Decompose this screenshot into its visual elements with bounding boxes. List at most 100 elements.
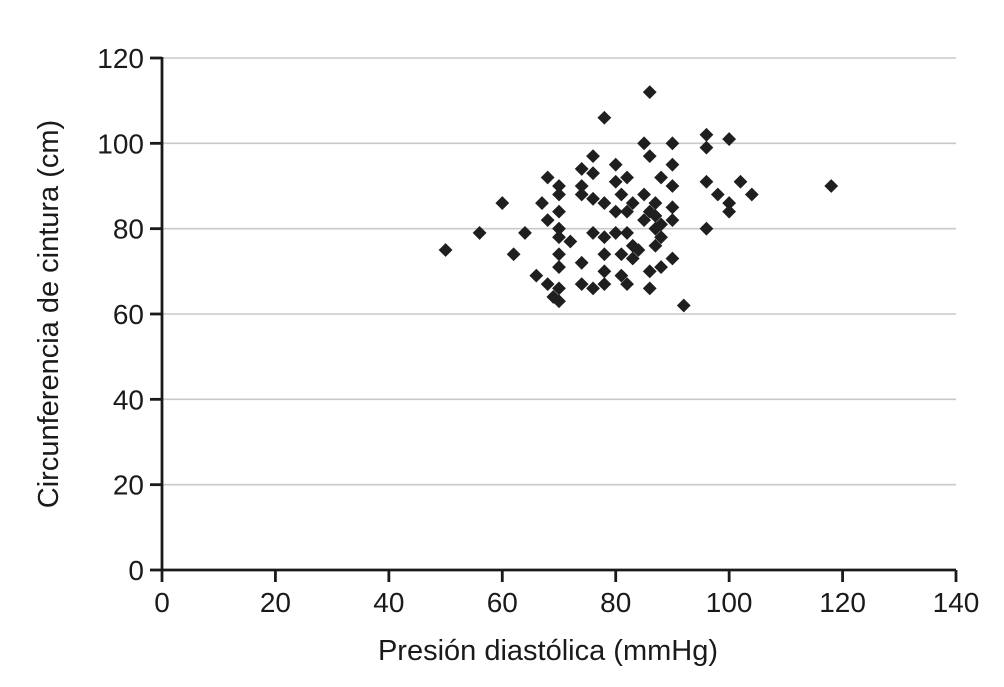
data-point bbox=[518, 226, 532, 240]
data-point bbox=[552, 260, 566, 274]
x-tick-label-0: 0 bbox=[154, 587, 170, 618]
data-point bbox=[574, 162, 589, 176]
data-point bbox=[620, 226, 634, 240]
data-point bbox=[744, 187, 759, 202]
data-points-group bbox=[438, 85, 839, 313]
data-point bbox=[722, 204, 737, 219]
data-point bbox=[637, 187, 651, 202]
data-point bbox=[540, 277, 555, 292]
data-point bbox=[552, 230, 566, 245]
data-point bbox=[648, 196, 663, 210]
data-point bbox=[597, 230, 612, 245]
data-point bbox=[552, 294, 566, 309]
data-point bbox=[676, 298, 691, 313]
y-tick-label-60: 60 bbox=[113, 299, 144, 330]
data-point bbox=[574, 179, 589, 193]
data-point bbox=[529, 268, 544, 283]
data-point bbox=[625, 251, 640, 266]
x-axis-title: Presión diastólica (mmHg) bbox=[378, 635, 718, 667]
data-point bbox=[625, 196, 640, 210]
data-point bbox=[620, 204, 634, 219]
data-point bbox=[620, 170, 634, 185]
data-point bbox=[563, 234, 578, 249]
data-point bbox=[608, 226, 623, 240]
data-point bbox=[586, 226, 600, 240]
data-point bbox=[665, 179, 680, 193]
data-point bbox=[586, 191, 600, 206]
data-point bbox=[597, 277, 612, 292]
data-point bbox=[586, 166, 600, 181]
data-point bbox=[637, 136, 651, 151]
data-point bbox=[608, 157, 623, 172]
data-point bbox=[608, 174, 623, 189]
data-point bbox=[495, 196, 510, 210]
ticks-group bbox=[150, 56, 958, 582]
data-point bbox=[614, 268, 629, 283]
data-point bbox=[574, 187, 589, 202]
data-point bbox=[648, 221, 663, 236]
x-tick-label-140: 140 bbox=[933, 587, 980, 618]
data-point bbox=[597, 247, 612, 262]
data-point bbox=[722, 132, 737, 146]
data-point bbox=[586, 149, 600, 164]
data-point bbox=[535, 196, 549, 210]
data-point bbox=[540, 170, 555, 185]
data-point bbox=[642, 281, 657, 296]
data-point bbox=[665, 213, 680, 228]
data-point bbox=[642, 264, 657, 279]
x-tick-label-20: 20 bbox=[260, 587, 291, 618]
y-tick-label-80: 80 bbox=[113, 214, 144, 245]
data-point bbox=[614, 247, 629, 262]
data-point bbox=[648, 238, 663, 253]
data-point bbox=[733, 174, 748, 189]
data-point bbox=[506, 247, 521, 262]
data-point bbox=[552, 204, 566, 219]
y-tick-label-20: 20 bbox=[113, 470, 144, 501]
x-tick-label-80: 80 bbox=[600, 587, 631, 618]
data-point bbox=[665, 251, 680, 266]
data-point bbox=[648, 208, 663, 223]
data-point bbox=[472, 226, 487, 240]
data-point bbox=[597, 110, 612, 125]
data-point bbox=[665, 136, 680, 151]
tick-labels-group: 0 20 40 60 80 100 120 140 0 20 40 60 80 100 120 bbox=[97, 43, 979, 618]
data-point bbox=[540, 213, 555, 228]
data-point bbox=[654, 170, 668, 185]
x-tick-label-120: 120 bbox=[819, 587, 866, 618]
data-point bbox=[699, 127, 714, 142]
data-point bbox=[699, 174, 714, 189]
x-tick-label-100: 100 bbox=[706, 587, 753, 618]
y-tick-label-120: 120 bbox=[97, 43, 144, 74]
data-point bbox=[642, 85, 657, 100]
data-point bbox=[552, 247, 566, 262]
data-point bbox=[552, 281, 566, 296]
data-point bbox=[552, 179, 566, 193]
gridlines-group bbox=[162, 57, 956, 486]
data-point bbox=[614, 187, 629, 202]
data-point bbox=[699, 221, 714, 236]
data-point bbox=[574, 277, 589, 292]
data-point bbox=[552, 187, 566, 202]
data-point bbox=[608, 204, 623, 219]
data-point bbox=[597, 196, 612, 210]
x-tick-label-60: 60 bbox=[487, 587, 518, 618]
data-point bbox=[642, 149, 657, 164]
data-point bbox=[552, 221, 566, 236]
data-point bbox=[665, 157, 680, 172]
data-point bbox=[620, 277, 634, 292]
data-point bbox=[654, 230, 668, 245]
data-point bbox=[699, 140, 714, 155]
y-axis-title: Circunferencia de cintura (cm) bbox=[33, 120, 65, 508]
data-point bbox=[586, 281, 600, 296]
y-tick-label-100: 100 bbox=[97, 128, 144, 159]
x-tick-label-40: 40 bbox=[373, 587, 404, 618]
data-point bbox=[824, 179, 839, 193]
data-point bbox=[665, 200, 680, 215]
data-point bbox=[722, 196, 737, 210]
data-point bbox=[631, 243, 646, 257]
data-point bbox=[574, 255, 589, 270]
data-point bbox=[438, 243, 453, 257]
data-point bbox=[654, 260, 668, 274]
